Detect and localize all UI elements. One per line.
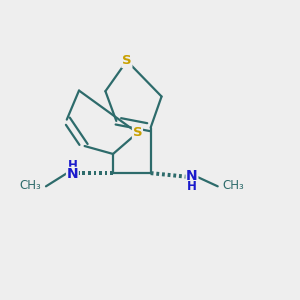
Text: N: N xyxy=(186,169,198,183)
Text: S: S xyxy=(133,126,142,139)
Text: CH₃: CH₃ xyxy=(222,178,244,191)
Text: CH₃: CH₃ xyxy=(19,178,41,191)
Text: N: N xyxy=(67,167,78,182)
Text: H: H xyxy=(187,180,197,193)
Text: H: H xyxy=(68,159,77,172)
Text: S: S xyxy=(122,54,132,67)
